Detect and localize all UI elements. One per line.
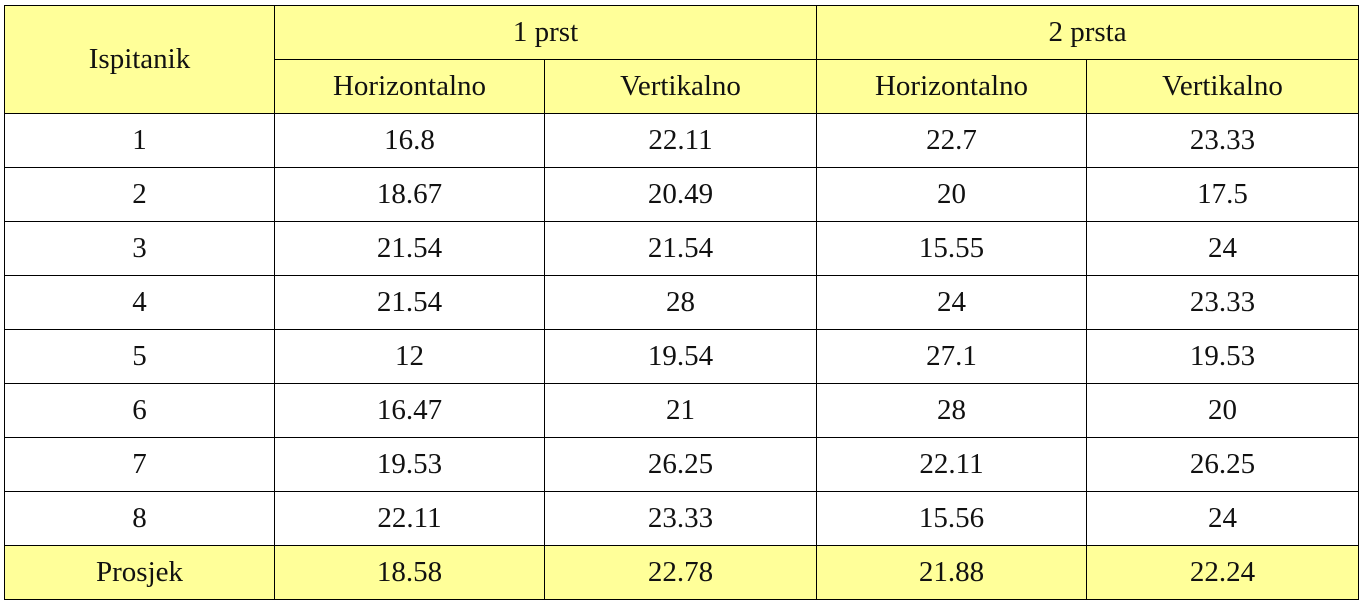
- average-row: Prosjek 18.58 22.78 21.88 22.24: [4, 545, 1359, 600]
- subject-cell: 6: [4, 383, 275, 438]
- table-row: 5 12 19.54 27.1 19.53: [4, 329, 1359, 384]
- value-cell: 21.54: [274, 221, 545, 276]
- table-body: 1 16.8 22.11 22.7 23.33 2 18.67 20.49 20…: [4, 113, 1359, 600]
- average-value-cell: 18.58: [274, 545, 545, 600]
- table-row: 2 18.67 20.49 20 17.5: [4, 167, 1359, 222]
- results-table: Ispitanik 1 prst 2 prsta Horizontalno Ve…: [4, 5, 1359, 600]
- average-value-cell: 21.88: [816, 545, 1087, 600]
- value-cell: 24: [816, 275, 1087, 330]
- value-cell: 24: [1086, 221, 1359, 276]
- value-cell: 12: [274, 329, 545, 384]
- value-cell: 22.7: [816, 113, 1087, 168]
- value-cell: 26.25: [1086, 437, 1359, 492]
- value-cell: 28: [816, 383, 1087, 438]
- average-value-cell: 22.78: [544, 545, 817, 600]
- value-cell: 16.8: [274, 113, 545, 168]
- table-row: 3 21.54 21.54 15.55 24: [4, 221, 1359, 276]
- subject-cell: 2: [4, 167, 275, 222]
- value-cell: 21.54: [544, 221, 817, 276]
- value-cell: 20.49: [544, 167, 817, 222]
- table-row: 6 16.47 21 28 20: [4, 383, 1359, 438]
- value-cell: 20: [1086, 383, 1359, 438]
- value-cell: 22.11: [816, 437, 1087, 492]
- value-cell: 19.53: [1086, 329, 1359, 384]
- value-cell: 16.47: [274, 383, 545, 438]
- subject-cell: 8: [4, 491, 275, 546]
- subheader-horizontal: Horizontalno: [816, 59, 1087, 114]
- subheader-horizontal: Horizontalno: [274, 59, 545, 114]
- average-label: Prosjek: [4, 545, 275, 600]
- value-cell: 23.33: [1086, 275, 1359, 330]
- group-header-one-finger: 1 prst: [274, 5, 817, 60]
- header-row-directions: Horizontalno Vertikalno Horizontalno Ver…: [5, 59, 1359, 114]
- value-cell: 26.25: [544, 437, 817, 492]
- value-cell: 20: [816, 167, 1087, 222]
- value-cell: 15.55: [816, 221, 1087, 276]
- subject-column-header: Ispitanik: [4, 5, 275, 114]
- average-value-cell: 22.24: [1086, 545, 1359, 600]
- value-cell: 28: [544, 275, 817, 330]
- value-cell: 24: [1086, 491, 1359, 546]
- value-cell: 15.56: [816, 491, 1087, 546]
- value-cell: 21: [544, 383, 817, 438]
- value-cell: 27.1: [816, 329, 1087, 384]
- value-cell: 22.11: [544, 113, 817, 168]
- value-cell: 17.5: [1086, 167, 1359, 222]
- table-row: 7 19.53 26.25 22.11 26.25: [4, 437, 1359, 492]
- table-row: 1 16.8 22.11 22.7 23.33: [4, 113, 1359, 168]
- value-cell: 23.33: [1086, 113, 1359, 168]
- subject-cell: 4: [4, 275, 275, 330]
- value-cell: 21.54: [274, 275, 545, 330]
- group-header-two-fingers: 2 prsta: [816, 5, 1359, 60]
- subheader-vertical: Vertikalno: [1086, 59, 1359, 114]
- subject-cell: 3: [4, 221, 275, 276]
- value-cell: 19.53: [274, 437, 545, 492]
- subheader-vertical: Vertikalno: [544, 59, 817, 114]
- table-row: 4 21.54 28 24 23.33: [4, 275, 1359, 330]
- value-cell: 22.11: [274, 491, 545, 546]
- table-row: 8 22.11 23.33 15.56 24: [4, 491, 1359, 546]
- subject-cell: 1: [4, 113, 275, 168]
- value-cell: 19.54: [544, 329, 817, 384]
- subject-cell: 5: [4, 329, 275, 384]
- subject-cell: 7: [4, 437, 275, 492]
- header-row-groups: Ispitanik 1 prst 2 prsta: [4, 5, 1359, 114]
- value-cell: 23.33: [544, 491, 817, 546]
- value-cell: 18.67: [274, 167, 545, 222]
